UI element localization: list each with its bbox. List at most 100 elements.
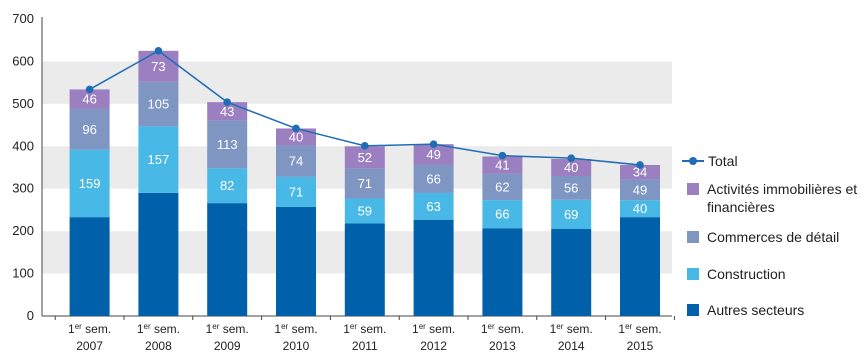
total-point bbox=[567, 154, 575, 162]
total-point bbox=[498, 151, 507, 160]
bar-segment bbox=[276, 145, 316, 177]
bar-segment bbox=[551, 229, 592, 316]
x-tick-label-year: 2009 bbox=[214, 339, 241, 353]
data-label: 71 bbox=[289, 184, 303, 199]
bar-segment bbox=[344, 146, 385, 169]
bar-segment bbox=[138, 81, 179, 127]
total-point bbox=[154, 47, 163, 55]
data-label: 49 bbox=[633, 182, 647, 197]
bar-segment bbox=[344, 223, 385, 316]
bar-segment bbox=[276, 128, 316, 146]
data-label: 74 bbox=[289, 154, 303, 169]
y-tick-label: 300 bbox=[12, 181, 34, 196]
bar-segment bbox=[551, 175, 592, 200]
x-tick-label: 1er sem. bbox=[343, 322, 386, 336]
data-label: 40 bbox=[633, 201, 647, 216]
bar-segment bbox=[413, 144, 454, 165]
data-label: 56 bbox=[564, 180, 578, 195]
data-label: 113 bbox=[217, 137, 238, 152]
x-tick-label-year: 2010 bbox=[283, 339, 310, 353]
bar-segment bbox=[482, 173, 523, 201]
y-tick-label: 100 bbox=[12, 266, 34, 281]
data-label: 40 bbox=[289, 129, 303, 144]
bar-segment bbox=[344, 168, 385, 199]
x-tick-label: 1er sem. bbox=[68, 322, 111, 336]
bar-segment bbox=[551, 159, 592, 176]
bar-segment bbox=[207, 203, 248, 316]
bar-segment bbox=[413, 192, 454, 220]
legend-label: Commerces de détail bbox=[707, 229, 840, 245]
x-tick-label-year: 2008 bbox=[145, 339, 172, 353]
x-tick-label: 1er sem. bbox=[618, 322, 661, 336]
bar-segment bbox=[69, 217, 110, 316]
legend-item: Activités immobilières et financières bbox=[682, 180, 865, 216]
x-tick-label: 1er sem. bbox=[137, 322, 180, 336]
legend-swatch bbox=[687, 268, 699, 280]
bar-segment bbox=[620, 179, 660, 201]
data-label: 105 bbox=[148, 97, 170, 112]
legend-item: Total bbox=[682, 152, 738, 170]
legend-item: Commerces de détail bbox=[682, 228, 839, 246]
data-label: 34 bbox=[633, 165, 647, 180]
bar-segment bbox=[413, 164, 454, 193]
data-label: 52 bbox=[358, 150, 372, 165]
data-label: 69 bbox=[564, 207, 578, 222]
grid-band bbox=[42, 61, 672, 104]
x-tick-label: 1er sem. bbox=[412, 322, 455, 336]
x-tick-label: 1er sem. bbox=[481, 322, 524, 336]
data-label: 40 bbox=[564, 160, 578, 175]
y-tick-label: 400 bbox=[12, 138, 34, 153]
data-label: 96 bbox=[82, 122, 96, 137]
data-label: 157 bbox=[148, 152, 170, 167]
data-label: 71 bbox=[358, 176, 372, 191]
bar-segment bbox=[413, 219, 454, 316]
x-tick-label-year: 2011 bbox=[352, 339, 378, 353]
data-label: 66 bbox=[495, 207, 509, 222]
bar-segment bbox=[620, 200, 660, 218]
data-label: 49 bbox=[426, 147, 440, 162]
bar-segment bbox=[138, 50, 179, 82]
total-point bbox=[429, 140, 438, 148]
bar-segment bbox=[207, 120, 248, 169]
legend-label: Activités immobilières et financières bbox=[707, 181, 858, 215]
bar-segment bbox=[482, 200, 523, 229]
legend-swatch bbox=[687, 304, 699, 316]
total-line bbox=[85, 47, 644, 169]
data-label: 73 bbox=[151, 59, 165, 74]
y-tick-label: 700 bbox=[12, 11, 34, 26]
legend-label: Autres secteurs bbox=[707, 302, 805, 318]
x-tick-label-year: 2013 bbox=[489, 339, 516, 353]
x-tick-label: 1er sem. bbox=[550, 322, 593, 336]
data-label: 66 bbox=[426, 171, 440, 186]
bar-segment bbox=[207, 168, 248, 204]
data-label: 59 bbox=[358, 203, 372, 218]
bar-segment bbox=[69, 108, 110, 150]
data-label: 41 bbox=[495, 158, 509, 173]
x-tick-label-year: 2015 bbox=[627, 339, 654, 353]
x-tick-label-year: 2012 bbox=[420, 339, 447, 353]
bar-segment bbox=[482, 228, 523, 316]
bar-segment bbox=[69, 149, 110, 218]
bars: 159 96 46 157 105 73 82 113 43 71 74 40 59 71 52 63 66 49… bbox=[69, 50, 660, 316]
y-tick-label: 500 bbox=[12, 96, 34, 111]
x-tick-label: 1er sem. bbox=[274, 322, 317, 336]
bar-segment bbox=[138, 126, 179, 193]
x-tick-label-year: 2014 bbox=[558, 339, 585, 353]
y-tick-label: 0 bbox=[27, 308, 34, 323]
data-label: 63 bbox=[426, 199, 440, 214]
legend-item: Autres secteurs bbox=[682, 301, 804, 319]
legend-swatch bbox=[687, 231, 699, 243]
bar-segment bbox=[620, 164, 660, 180]
bar-segment bbox=[276, 176, 316, 207]
x-tick-label: 1er sem. bbox=[206, 322, 249, 336]
data-label: 46 bbox=[82, 92, 96, 107]
bar-segment bbox=[344, 198, 385, 224]
bar-segment bbox=[482, 156, 523, 174]
x-tick-label-year: 2007 bbox=[76, 339, 103, 353]
data-label: 159 bbox=[79, 176, 101, 191]
y-tick-label: 600 bbox=[12, 53, 34, 68]
data-label: 82 bbox=[220, 178, 234, 193]
legend-item: Construction bbox=[682, 265, 786, 283]
data-label: 62 bbox=[495, 180, 509, 195]
bar-segment bbox=[69, 89, 110, 109]
